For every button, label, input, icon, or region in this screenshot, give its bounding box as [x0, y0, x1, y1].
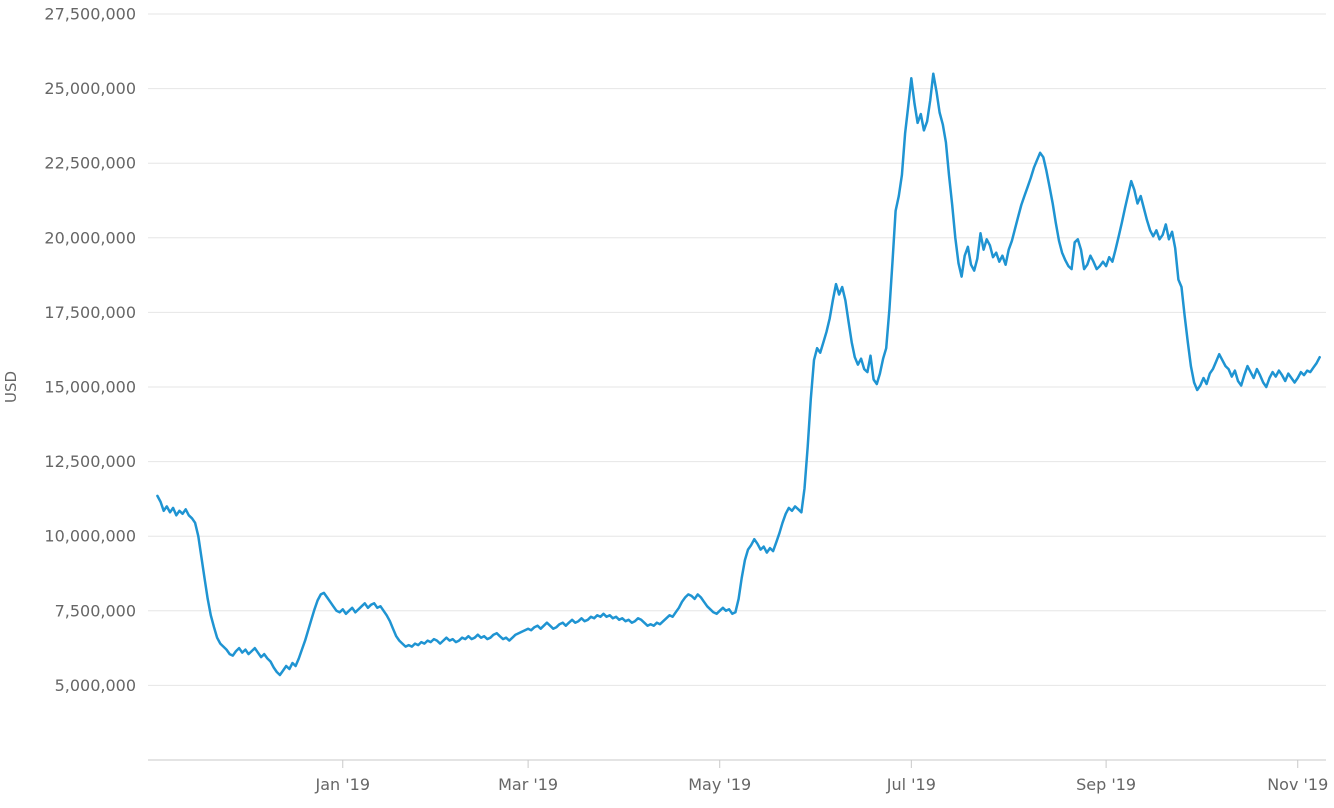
series-line[interactable] [156, 72, 1321, 677]
y-axis-title: USD [2, 371, 20, 403]
x-tick-label: May '19 [688, 775, 751, 794]
y-tick-label: 27,500,000 [44, 5, 136, 24]
x-tick-label: Jan '19 [315, 775, 371, 794]
y-tick-label: 15,000,000 [44, 378, 136, 397]
x-tick-label: Jul '19 [886, 775, 936, 794]
y-tick-label: 5,000,000 [55, 676, 136, 695]
x-tick-label: Nov '19 [1267, 775, 1328, 794]
y-tick-label: 20,000,000 [44, 228, 136, 247]
y-tick-label: 25,000,000 [44, 79, 136, 98]
y-tick-label: 22,500,000 [44, 154, 136, 173]
x-tick-label: Sep '19 [1076, 775, 1136, 794]
y-tick-label: 17,500,000 [44, 303, 136, 322]
y-tick-label: 12,500,000 [44, 452, 136, 471]
x-tick-label: Mar '19 [498, 775, 558, 794]
y-tick-label: 7,500,000 [55, 601, 136, 620]
y-tick-label: 10,000,000 [44, 527, 136, 546]
